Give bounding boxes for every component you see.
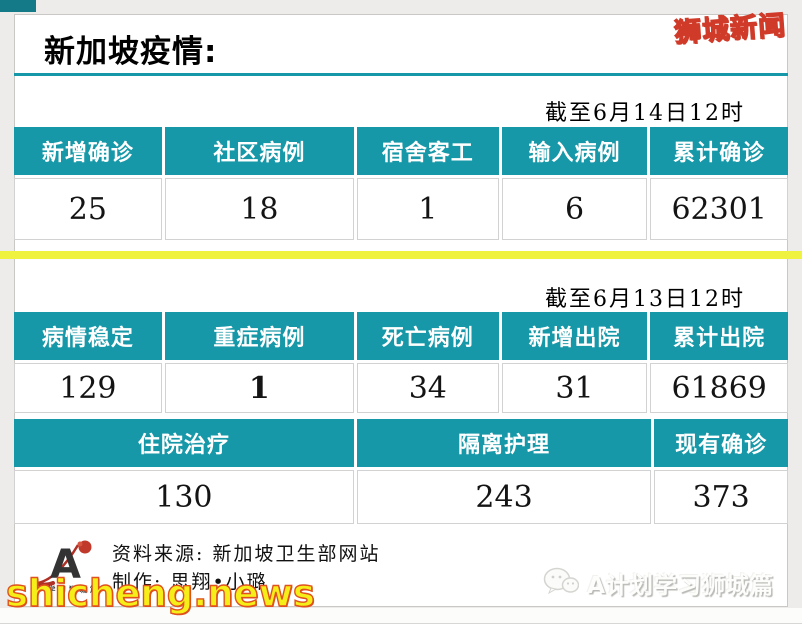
- table1-header-cell: 新增确诊: [14, 127, 162, 175]
- title-underline: [14, 73, 788, 76]
- table1-header-cell: 宿舍客工: [356, 127, 499, 175]
- table3-header-cell: 现有确诊: [654, 419, 788, 467]
- brand-logotype: 狮城新闻: [673, 10, 788, 50]
- table1-value-cell: 62301: [650, 178, 788, 240]
- table2-header-cell: 病情稳定: [14, 312, 162, 360]
- table2-header-cell: 死亡病例: [356, 312, 499, 360]
- table-care-status: 住院治疗 隔离护理 现有确诊 130 243 373: [14, 419, 788, 524]
- table2-header-cell: 重症病例: [164, 312, 354, 360]
- table-patient-status: 病情稳定 重症病例 死亡病例 新增出院 累计出院 129 1 34 31 618…: [14, 312, 788, 413]
- table2-value-cell: 34: [356, 363, 499, 413]
- publisher-logo: A 学习狮城篇: [35, 537, 110, 595]
- table1-header-cell: 社区病例: [164, 127, 354, 175]
- wechat-account-block: A计划学习狮城篇: [543, 566, 774, 600]
- source-credit-block: 资料来源: 新加坡卫生部网站 制作: 思翔•小璐: [112, 540, 380, 596]
- table1-value-cell: 25: [14, 178, 162, 240]
- table2-value-cell: 1: [164, 363, 354, 413]
- table1-value-cell: 18: [164, 178, 354, 240]
- table1-header-cell: 累计确诊: [650, 127, 788, 175]
- wechat-icon: [543, 566, 580, 600]
- table3-value-cell: 373: [654, 470, 788, 524]
- section-divider: [0, 251, 802, 259]
- table2-header-cell: 累计出院: [650, 312, 788, 360]
- source-line: 资料来源: 新加坡卫生部网站: [112, 543, 381, 565]
- credit-line: 制作: 思翔•小璐: [112, 571, 268, 593]
- table2-header-cell: 新增出院: [501, 312, 648, 360]
- table-daily-cases: 新增确诊 社区病例 宿舍客工 输入病例 累计确诊 25 18 1 6 62301: [14, 127, 788, 240]
- svg-text:学习狮城篇: 学习狮城篇: [48, 584, 101, 594]
- website-watermark: shicheng.news: [5, 571, 315, 615]
- table1-value-cell: 1: [356, 178, 499, 240]
- table3-value-cell: 130: [14, 470, 354, 524]
- table1-header-cell: 输入病例: [501, 127, 648, 175]
- table2-value-cell: 31: [501, 363, 648, 413]
- table3-header-cell: 隔离护理: [356, 419, 652, 467]
- publisher-logo-graphic: A 学习狮城篇: [35, 540, 101, 594]
- table2-value-cell: 61869: [650, 363, 788, 413]
- as-of-date-2: 截至6月13日12时: [545, 287, 745, 312]
- svg-text:A: A: [50, 542, 81, 588]
- table1-value-cell: 6: [501, 178, 648, 240]
- as-of-date-1: 截至6月14日12时: [545, 101, 745, 126]
- table3-header-cell: 住院治疗: [14, 419, 354, 467]
- table3-value-cell: 243: [356, 470, 652, 524]
- corner-accent: [0, 0, 36, 12]
- wechat-account-name: A计划学习狮城篇: [587, 573, 774, 599]
- page-title: 新加坡疫情:: [44, 34, 218, 70]
- table2-value-cell: 129: [14, 363, 162, 413]
